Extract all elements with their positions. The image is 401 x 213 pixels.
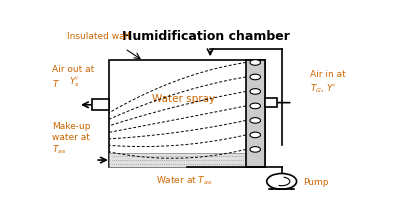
Circle shape bbox=[250, 103, 261, 109]
Text: Pump: Pump bbox=[303, 178, 328, 187]
Text: Air out at: Air out at bbox=[52, 65, 94, 73]
Bar bbox=[265, 98, 277, 107]
Text: $T_{as}$: $T_{as}$ bbox=[52, 143, 66, 156]
Text: $Y_s'$: $Y_s'$ bbox=[69, 75, 80, 89]
Bar bbox=[92, 99, 109, 110]
Circle shape bbox=[267, 174, 297, 189]
Circle shape bbox=[250, 60, 261, 65]
Circle shape bbox=[250, 147, 261, 152]
Text: water at: water at bbox=[52, 133, 89, 142]
Text: $T_G$, $Y'$: $T_G$, $Y'$ bbox=[310, 82, 336, 95]
Circle shape bbox=[250, 118, 261, 123]
Text: $T$: $T$ bbox=[52, 78, 60, 89]
Text: Air in at: Air in at bbox=[310, 70, 345, 79]
Text: Humidification chamber: Humidification chamber bbox=[122, 30, 290, 43]
Bar bbox=[246, 60, 265, 167]
Text: Insulated wall: Insulated wall bbox=[67, 32, 130, 41]
Text: Water spray: Water spray bbox=[152, 94, 215, 104]
Circle shape bbox=[250, 89, 261, 94]
Bar bbox=[109, 154, 265, 167]
Circle shape bbox=[250, 132, 261, 138]
Circle shape bbox=[250, 74, 261, 80]
Text: Water at $T_{as}$: Water at $T_{as}$ bbox=[156, 174, 212, 187]
Bar bbox=[109, 60, 265, 167]
Text: Make-up: Make-up bbox=[52, 122, 90, 131]
